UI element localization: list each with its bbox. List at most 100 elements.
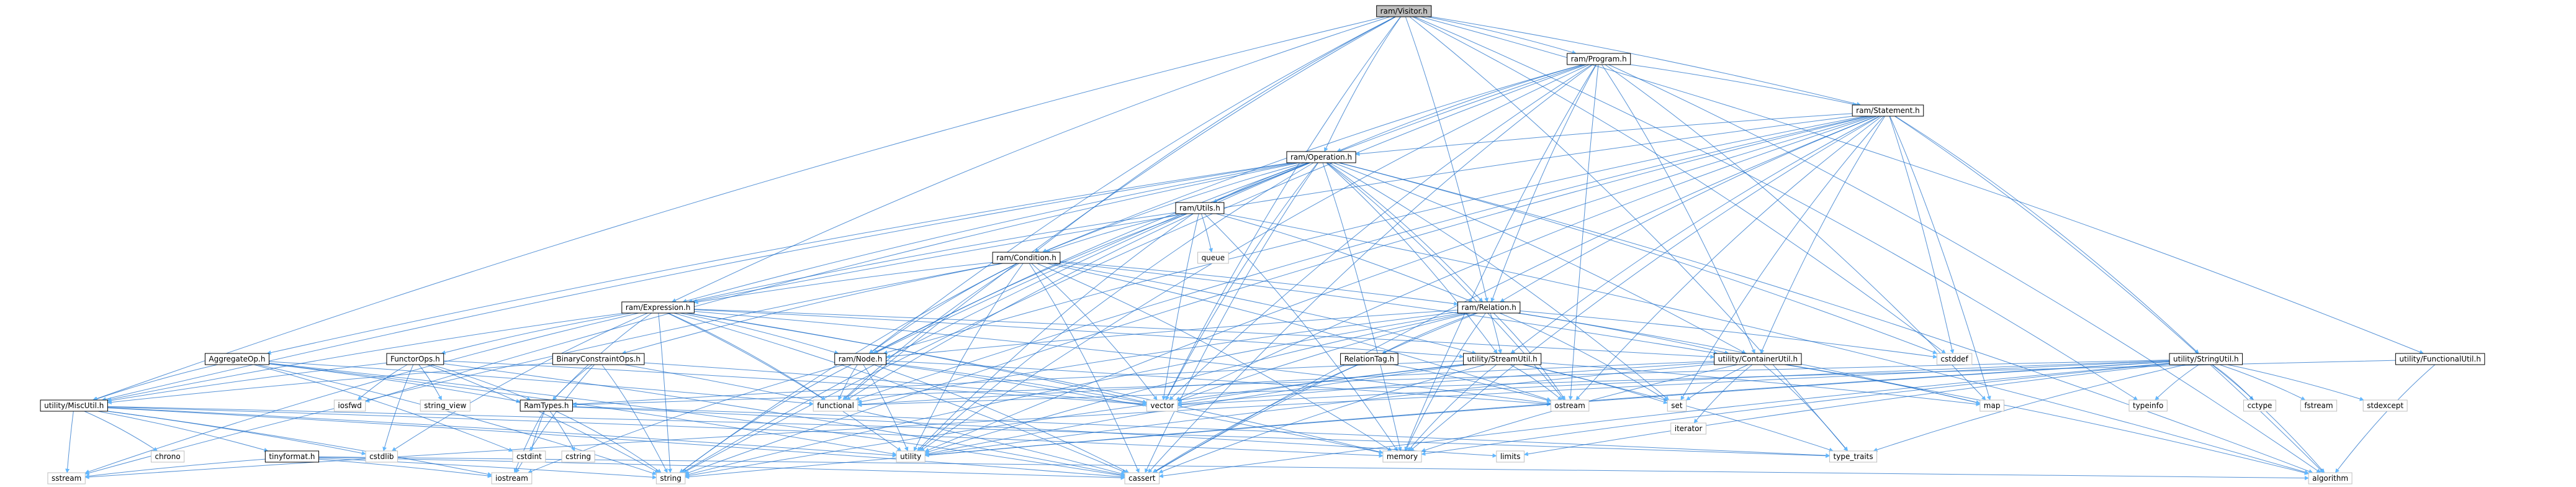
edge-node-to-memory <box>886 363 1384 455</box>
edge-aggregateop-to-utility <box>269 363 897 457</box>
edge-program-to-operation <box>1336 64 1583 152</box>
edge-stringutil-to-vector <box>1177 360 2170 407</box>
node-box-functionalutil <box>2395 353 2485 365</box>
node-functorops[interactable]: FunctorOps.h <box>386 353 444 365</box>
node-label-fstream: fstream <box>2304 401 2333 410</box>
edge-utils-to-queue <box>1200 213 1214 253</box>
node-ramtypes[interactable]: RamTypes.h <box>520 399 573 412</box>
node-node[interactable]: ram/Node.h <box>834 353 887 365</box>
node-set: set <box>1667 399 1687 412</box>
edge-root-to-functionalutil <box>1420 16 2424 354</box>
node-label-type_traits: type_traits <box>1834 452 1873 461</box>
node-cctype: cctype <box>2243 399 2276 412</box>
node-label-queue: queue <box>1202 253 1225 262</box>
edge-root-to-vector <box>1165 16 1401 401</box>
node-label-string_view: string_view <box>424 401 466 410</box>
node-label-relationtag: RelationTag.h <box>1344 355 1395 363</box>
node-label-miscutil: utility/MiscUtil.h <box>44 401 104 410</box>
node-functionalutil[interactable]: utility/FunctionalUtil.h <box>2395 353 2485 365</box>
node-utility: utility <box>896 450 925 463</box>
node-box-miscutil <box>40 399 108 412</box>
edge-binaryconstraintops-to-miscutil <box>107 363 553 405</box>
edge-aggregateop-to-cassert <box>269 363 1125 478</box>
node-statement[interactable]: ram/Statement.h <box>1852 104 1924 117</box>
edge-statement-to-set <box>1680 116 1885 401</box>
edge-tinyformat-to-cassert <box>318 457 1125 480</box>
node-box-string_view <box>420 399 471 412</box>
node-tinyformat[interactable]: tinyformat.h <box>264 450 320 463</box>
node-box-algorithm <box>2308 472 2353 485</box>
node-box-condition <box>992 252 1061 264</box>
edge-statement-to-string <box>685 116 1870 475</box>
node-condition[interactable]: ram/Condition.h <box>992 252 1061 264</box>
edge-stringutil-to-limits <box>1523 363 2170 457</box>
edge-operation-to-miscutil <box>101 162 1294 401</box>
node-containerutil[interactable]: utility/ContainerUtil.h <box>1714 353 1802 365</box>
node-miscutil[interactable]: utility/MiscUtil.h <box>40 399 108 412</box>
node-box-stringutil <box>2169 353 2243 365</box>
edge-binaryconstraintops-to-string <box>601 364 668 473</box>
edge-expression-to-cstdlib <box>391 312 648 452</box>
edge-functorops-to-string_view <box>418 364 442 401</box>
node-program[interactable]: ram/Program.h <box>1567 53 1631 65</box>
node-label-root: ram/Visitor.h <box>1380 7 1428 16</box>
node-box-iostream <box>491 472 533 485</box>
node-relationtag[interactable]: RelationTag.h <box>1340 353 1398 365</box>
edge-functorops-to-miscutil <box>107 362 387 403</box>
edge-statement-to-memory <box>1410 116 1881 452</box>
edge-root-to-typeinfo <box>1414 16 2138 401</box>
edge-condition-to-vector <box>1031 263 1158 401</box>
node-label-iterator: iterator <box>1675 424 1703 433</box>
node-box-operation <box>1286 151 1356 163</box>
node-box-tinyformat <box>264 450 320 463</box>
edge-expression-to-cassert <box>673 312 1127 473</box>
edge-expression-to-sstream <box>84 312 639 474</box>
node-box-string <box>655 472 686 485</box>
edge-relation-to-streamutil <box>1490 312 1502 354</box>
node-label-functorops: FunctorOps.h <box>390 355 440 363</box>
node-ostream: ostream <box>1550 399 1590 412</box>
node-box-aggregateop <box>204 353 269 365</box>
node-binaryconstraintops[interactable]: BinaryConstraintOps.h <box>552 353 645 365</box>
node-label-map: map <box>1984 401 2001 410</box>
edge-program-to-containerutil <box>1601 64 1755 354</box>
edge-utils-to-vector <box>1161 213 1199 401</box>
node-utils[interactable]: ram/Utils.h <box>1175 202 1225 214</box>
edge-operation-to-streamutil <box>1326 162 1498 354</box>
node-operation[interactable]: ram/Operation.h <box>1286 151 1356 163</box>
edge-stringutil-to-ramtypes <box>572 360 2170 407</box>
edge-aggregateop-to-functional <box>269 361 814 406</box>
node-vector: vector <box>1146 399 1178 412</box>
node-aggregateop[interactable]: AggregateOp.h <box>204 353 269 365</box>
node-label-cstddef: cstddef <box>1940 355 1968 363</box>
node-relation[interactable]: ram/Relation.h <box>1457 301 1521 314</box>
node-typeinfo: typeinfo <box>2128 399 2168 412</box>
node-root[interactable]: ram/Visitor.h <box>1376 5 1432 17</box>
edge-operation-to-expression <box>682 162 1297 303</box>
node-label-memory: memory <box>1387 452 1418 461</box>
node-box-iterator <box>1670 422 1706 435</box>
edge-miscutil-to-utility <box>107 407 897 458</box>
edge-functorops-to-iosfwd <box>357 364 408 401</box>
node-label-cassert: cassert <box>1128 474 1156 483</box>
node-fstream: fstream <box>2300 399 2338 412</box>
node-iterator: iterator <box>1670 422 1706 435</box>
node-map: map <box>1979 399 2004 412</box>
edge-miscutil-to-tinyformat <box>97 411 269 452</box>
node-label-typeinfo: typeinfo <box>2133 401 2163 410</box>
node-box-ostream <box>1550 399 1590 412</box>
edge-relation-to-relationtag <box>1382 312 1476 354</box>
node-stringutil[interactable]: utility/StringUtil.h <box>2169 353 2243 365</box>
edge-condition-to-sstream <box>84 263 1002 475</box>
edge-containerutil-to-functional <box>857 361 1714 407</box>
node-streamutil[interactable]: utility/StreamUtil.h <box>1463 353 1542 365</box>
node-expression[interactable]: ram/Expression.h <box>621 301 695 314</box>
edge-miscutil-to-memory <box>107 406 1384 458</box>
edge-expression-to-memory <box>685 312 1384 454</box>
edge-relation-to-vector <box>1177 312 1470 402</box>
edge-expression-to-utility <box>667 312 902 452</box>
edge-relation-to-utility <box>924 312 1467 454</box>
edge-condition-to-relation <box>1060 261 1459 306</box>
edge-operation-to-relation <box>1327 162 1484 303</box>
node-label-sstream: sstream <box>52 474 81 483</box>
